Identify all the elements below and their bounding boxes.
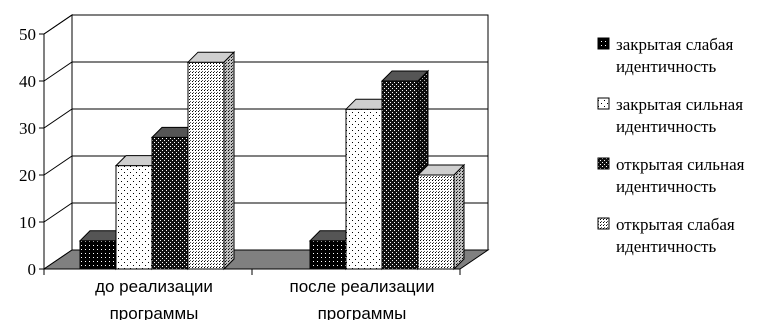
x-category-label: после реализации программы [289,277,434,320]
bar [416,163,466,271]
gridline [43,61,488,82]
y-tick-label: 40 [19,72,36,91]
legend-label: закрытая сильная идентичность [616,95,743,136]
legend-swatch [597,157,610,170]
legend-item: открытая сильная идентичность [597,155,745,196]
bar-front [187,61,225,270]
legend-swatch [597,37,610,50]
y-tick-label: 30 [19,119,36,138]
gridline [43,14,488,35]
y-axis: 0 10 20 30 40 50 [19,25,45,279]
y-tick-label: 0 [28,260,37,279]
bar-front [151,136,189,270]
bar-front [79,240,117,270]
y-tick-label: 50 [19,25,36,44]
bar-side [223,50,235,271]
bar-front [115,165,153,270]
bar-front [417,174,455,270]
legend-swatch [597,97,610,110]
x-axis: до реализации программы после реализации пр… [43,268,461,320]
y-tick-label: 10 [19,213,36,232]
legend-label: открытая сильная идентичность [616,155,745,196]
legend-item: закрытая слабая идентичность [597,35,733,76]
y-tick-label: 20 [19,166,36,185]
bar-side [453,163,465,271]
legend-swatch [597,217,610,230]
bar-front [309,240,347,270]
legend: закрытая слабая идентичность закрытая силь… [597,35,745,256]
bar [186,50,236,271]
bar-side-shade [454,165,464,269]
legend-item: закрытая сильная идентичность [597,95,743,136]
bars-group [78,50,466,271]
legend-label: закрытая слабая идентичность [616,35,733,76]
bar-side-shade [224,52,234,270]
side-wall [43,14,73,270]
bar-front [345,108,383,270]
legend-item: открытая слабая идентичность [597,215,735,256]
x-category-label: до реализации программы [95,277,213,320]
legend-label: открытая слабая идентичность [616,215,735,256]
bar-front [381,80,419,270]
